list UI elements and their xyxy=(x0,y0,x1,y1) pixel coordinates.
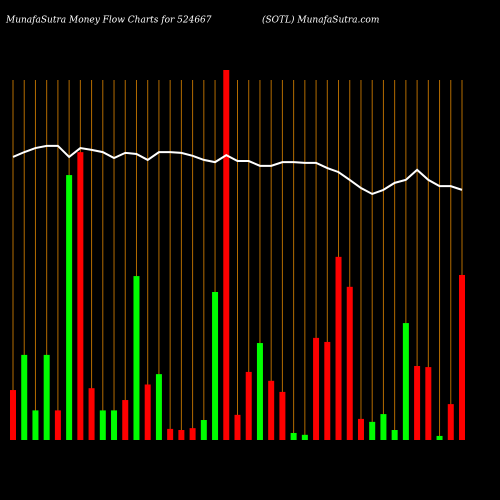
bar xyxy=(324,341,331,440)
bar xyxy=(369,421,376,440)
bar xyxy=(133,276,140,440)
chart-title: MunafaSutra Money Flow Charts for 524667 xyxy=(5,16,212,26)
bar xyxy=(313,337,320,440)
bar xyxy=(212,292,219,440)
money-flow-line xyxy=(12,144,463,196)
bar xyxy=(43,354,50,440)
bar xyxy=(144,384,151,440)
bar xyxy=(234,414,241,440)
bar xyxy=(32,410,39,440)
bar xyxy=(380,414,387,440)
bar xyxy=(447,404,454,440)
bar xyxy=(436,435,443,440)
bar xyxy=(155,374,162,440)
bar xyxy=(167,428,174,440)
bar xyxy=(414,366,421,440)
bar xyxy=(178,430,185,440)
bar xyxy=(54,410,61,440)
bar xyxy=(99,410,106,440)
bar xyxy=(122,400,129,440)
bar xyxy=(111,410,118,440)
bar xyxy=(256,343,263,440)
bar xyxy=(425,367,432,440)
bar xyxy=(245,371,252,440)
bar xyxy=(335,256,342,440)
bar xyxy=(268,380,275,440)
bar xyxy=(66,175,73,440)
bar xyxy=(357,418,364,440)
bar xyxy=(290,432,297,440)
bar xyxy=(279,391,286,440)
bar xyxy=(21,354,28,440)
bar xyxy=(459,274,465,440)
bar xyxy=(391,430,398,440)
bar xyxy=(301,434,308,440)
bar xyxy=(88,388,95,440)
bar xyxy=(10,390,16,440)
bar xyxy=(189,428,196,440)
bar xyxy=(346,286,353,440)
bar xyxy=(223,70,230,440)
bar xyxy=(77,152,84,440)
chart-subtitle: (SOTL) MunafaSutra.com xyxy=(262,15,379,26)
bar xyxy=(200,420,207,440)
bar xyxy=(402,323,409,440)
